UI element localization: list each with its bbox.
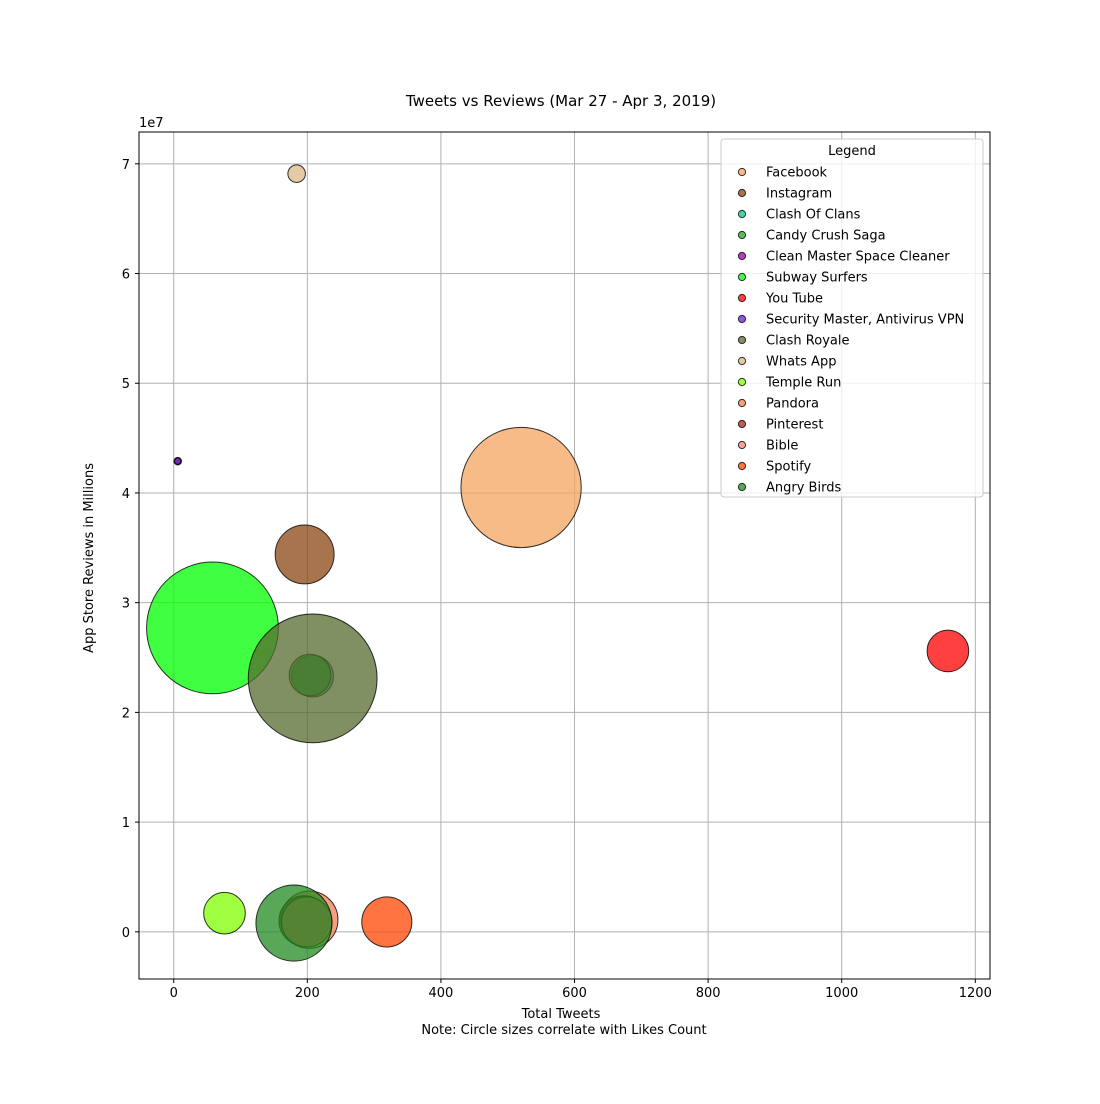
legend-marker xyxy=(737,461,747,471)
x-tick-label: 400 xyxy=(429,986,454,1001)
legend-marker xyxy=(737,293,747,303)
x-tick-label: 800 xyxy=(696,986,721,1001)
x-tick-label: 1200 xyxy=(959,986,992,1001)
legend-marker xyxy=(737,377,747,387)
legend-label: You Tube xyxy=(765,292,823,307)
legend-marker xyxy=(737,230,747,240)
legend-label: Clash Of Clans xyxy=(766,208,861,223)
y-tick-label: 1 xyxy=(122,816,130,831)
legend-label: Facebook xyxy=(766,166,828,181)
legend-marker xyxy=(737,167,747,177)
y-tick-label: 3 xyxy=(122,597,130,612)
bubble-you-tube xyxy=(926,629,970,673)
x-axis-note: Note: Circle sizes correlate with Likes … xyxy=(421,1023,706,1038)
legend-marker xyxy=(737,209,747,219)
legend-label: Angry Birds xyxy=(766,481,841,496)
y-axis-ticks: 0 1 2 3 4 5 6 7 xyxy=(122,158,139,941)
x-axis-label: Total Tweets xyxy=(521,1007,601,1022)
x-axis-ticks: 0 200 400 600 800 1000 1200 xyxy=(170,979,992,1001)
x-tick-label: 0 xyxy=(170,986,178,1001)
bubble-spotify xyxy=(361,896,413,948)
chart-title: Tweets vs Reviews (Mar 27 - Apr 3, 2019) xyxy=(405,92,716,110)
y-tick-label: 2 xyxy=(122,706,130,721)
legend-marker xyxy=(737,440,747,450)
legend-label: Instagram xyxy=(766,187,832,202)
bubble-clash-royale xyxy=(247,613,378,744)
legend-marker xyxy=(737,398,747,408)
bubble-security-master-antivirus-vpn xyxy=(174,457,182,465)
legend-label: Spotify xyxy=(766,460,812,475)
y-tick-label: 0 xyxy=(122,926,130,941)
legend-label: Pandora xyxy=(766,397,819,412)
legend-label: Subway Surfers xyxy=(766,271,868,286)
bubble-angry-birds xyxy=(255,884,333,962)
legend-marker xyxy=(737,251,747,261)
plot-frame xyxy=(138,131,991,980)
legend-marker xyxy=(737,272,747,282)
y-tick-label: 6 xyxy=(122,268,130,283)
legend-marker xyxy=(737,356,747,366)
legend-label: Bible xyxy=(766,439,798,454)
legend-marker xyxy=(737,482,747,492)
bubble-facebook xyxy=(460,426,582,549)
legend-label: Clean Master Space Cleaner xyxy=(766,250,950,265)
bubble-whats-app xyxy=(287,164,306,183)
x-tick-label: 1000 xyxy=(825,986,858,1001)
legend-marker xyxy=(737,335,747,345)
x-tick-label: 200 xyxy=(295,986,320,1001)
y-tick-label: 7 xyxy=(122,158,130,173)
bubble-instagram xyxy=(274,524,335,585)
legend-label: Pinterest xyxy=(766,418,823,433)
legend-label: Clash Royale xyxy=(766,334,849,349)
legend-marker xyxy=(737,314,747,324)
y-tick-label: 4 xyxy=(122,487,130,502)
legend-box xyxy=(720,138,984,498)
legend-items: Facebook Instagram Clash Of Clans Candy Cru… xyxy=(737,166,964,496)
legend-label: Security Master, Antivirus VPN xyxy=(766,313,964,328)
y-offset-label: 1e7 xyxy=(139,116,164,131)
legend-label: Candy Crush Saga xyxy=(766,229,886,244)
bubble-temple-run xyxy=(203,891,246,935)
x-tick-label: 600 xyxy=(562,986,587,1001)
legend-marker xyxy=(737,188,747,198)
y-tick-label: 5 xyxy=(122,377,130,392)
bubble-layer xyxy=(146,164,970,962)
legend: Legend Facebook Instagram Clash Of Clans Ca… xyxy=(720,138,984,498)
legend-label: Whats App xyxy=(766,355,836,370)
y-axis-label: App Store Reviews in Millions xyxy=(82,463,97,653)
legend-label: Temple Run xyxy=(765,376,841,391)
legend-title: Legend xyxy=(828,144,876,159)
legend-marker xyxy=(737,419,747,429)
